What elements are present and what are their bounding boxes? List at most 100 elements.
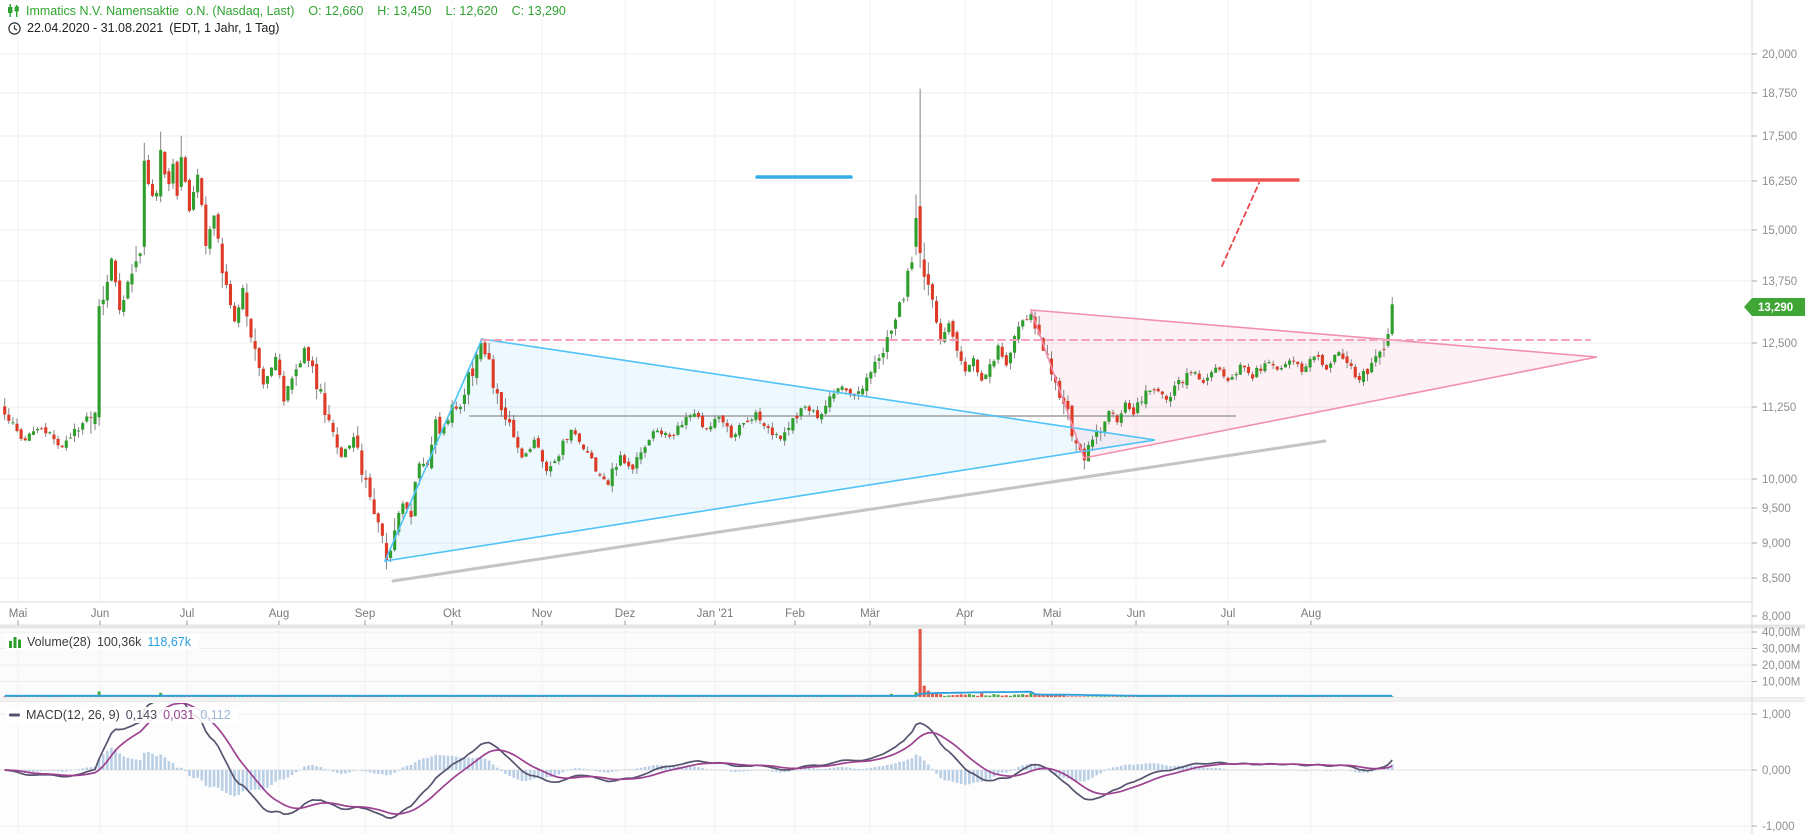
candle-down [1226, 377, 1230, 381]
candle-up [1390, 304, 1394, 335]
x-axis-month-label[interactable]: Aug [269, 608, 289, 620]
candle-up [528, 449, 532, 452]
candle-up [389, 550, 393, 558]
candle-up [1370, 362, 1374, 373]
candle-down [623, 455, 627, 464]
macd-histogram-bar [602, 770, 606, 773]
macd-histogram-bar [344, 770, 347, 774]
candle-down [1066, 400, 1070, 410]
candle-up [1021, 320, 1025, 327]
x-axis-month-label[interactable]: Feb [785, 608, 805, 620]
candle-up [733, 434, 737, 438]
macd-histogram-bar [1099, 770, 1103, 774]
x-axis-month-label[interactable]: Jun [91, 608, 110, 620]
candle-down [512, 419, 516, 438]
x-axis-month-label[interactable]: Jul [1221, 608, 1236, 620]
candle-down [150, 183, 155, 196]
x-axis-month-label[interactable]: Jan '21 [697, 608, 734, 620]
macd-histogram-bar [360, 770, 364, 772]
macd-histogram-bar [894, 763, 897, 770]
panel-separator-2[interactable] [0, 699, 1805, 703]
candle-up [290, 378, 294, 390]
macd-histogram-bar [282, 770, 286, 780]
macd-histogram-bar [1263, 769, 1267, 771]
x-axis-month-label[interactable]: Nov [532, 608, 553, 620]
x-axis-month-label[interactable]: Aug [1301, 608, 1321, 620]
candle-up [122, 300, 126, 312]
macd-histogram-bar [122, 756, 126, 770]
panel-separator[interactable] [0, 624, 1805, 629]
macd-histogram-bar [340, 770, 343, 774]
macd-histogram-bar [1070, 770, 1074, 781]
macd-histogram-bar [615, 770, 618, 772]
candle-up [737, 425, 742, 436]
volume-bar [1021, 694, 1025, 697]
x-axis-month-label[interactable]: Mai [1043, 608, 1062, 620]
candle-down [1070, 405, 1074, 437]
macd-histogram-bar [1234, 770, 1238, 771]
macd-histogram-bar [1107, 768, 1111, 770]
candle-up [877, 358, 881, 361]
macd-histogram-bar [537, 770, 540, 778]
volume-ma-value: 100,36k [96, 635, 142, 649]
x-axis-month-label[interactable]: Apr [956, 608, 974, 620]
candle-up [635, 457, 639, 469]
macd-histogram-bar [1037, 766, 1041, 770]
macd-indicator-header[interactable]: MACD(12, 26, 9) 0,143 0,031 0,112 [5, 707, 239, 723]
candle-up [159, 149, 163, 197]
macd-histogram-bar [327, 770, 331, 771]
macd-histogram-bar [1202, 767, 1205, 770]
macd-hist-value: 0,112 [200, 708, 231, 722]
volume-bar [97, 691, 101, 697]
x-axis-month-label[interactable]: Okt [443, 608, 462, 620]
candle-down [627, 461, 631, 467]
macd-histogram-bar [147, 751, 150, 770]
candle-up [1312, 356, 1316, 361]
candle-up [676, 425, 680, 435]
macd-histogram-bar [430, 756, 433, 770]
x-axis-month-label[interactable]: Mär [860, 608, 880, 620]
macd-histogram-bar [565, 770, 569, 771]
macd-axis-label: -1,000 [1762, 821, 1795, 833]
candle-down [376, 513, 380, 523]
macd-histogram-bar [754, 769, 758, 771]
candle-up [1103, 421, 1107, 432]
range-header[interactable]: 22.04.2020 - 31.08.2021 (EDT, 1 Jahr, 1 … [4, 20, 288, 36]
volume-bar [1070, 696, 1074, 697]
last-price-badge [1744, 298, 1805, 316]
candle-down [216, 214, 220, 239]
candle-up [885, 337, 889, 353]
price-axis-label: 11,250 [1762, 402, 1796, 414]
candle-up [943, 332, 947, 342]
candle-up [467, 372, 471, 395]
candle-down [228, 284, 233, 306]
macd-histogram-bar [372, 770, 376, 774]
candle-up [914, 218, 918, 247]
macd-histogram-bar [286, 770, 290, 778]
volume-indicator-header[interactable]: Volume(28) 100,36k 118,67k [5, 634, 199, 650]
candle-up [688, 415, 692, 418]
instrument-header[interactable]: Immatics N.V. Namensaktie o.N. (Nasdaq, … [4, 3, 574, 19]
candle-up [294, 369, 298, 377]
macd-histogram-bar [307, 765, 310, 770]
candle-down [1320, 355, 1324, 365]
x-axis-month-label[interactable]: Jun [1127, 608, 1146, 620]
volume-bar [1078, 696, 1082, 697]
candle-up [434, 419, 438, 446]
volume-bar [984, 695, 988, 697]
candle-down [594, 457, 598, 472]
candle-up [64, 440, 68, 448]
macd-histogram-bar [1325, 770, 1328, 771]
candle-up [1378, 351, 1382, 358]
candle-up [1263, 363, 1267, 372]
x-axis-month-label[interactable]: Dez [615, 608, 636, 620]
x-axis-month-label[interactable]: Mai [9, 608, 28, 620]
x-axis-month-label[interactable]: Jul [180, 608, 195, 620]
candle-down [438, 416, 442, 434]
macd-histogram-bar [1111, 767, 1115, 770]
candle-down [44, 427, 48, 434]
x-axis-month-label[interactable]: Sep [355, 608, 375, 620]
candle-down [1025, 319, 1029, 321]
candle-down [118, 280, 122, 311]
